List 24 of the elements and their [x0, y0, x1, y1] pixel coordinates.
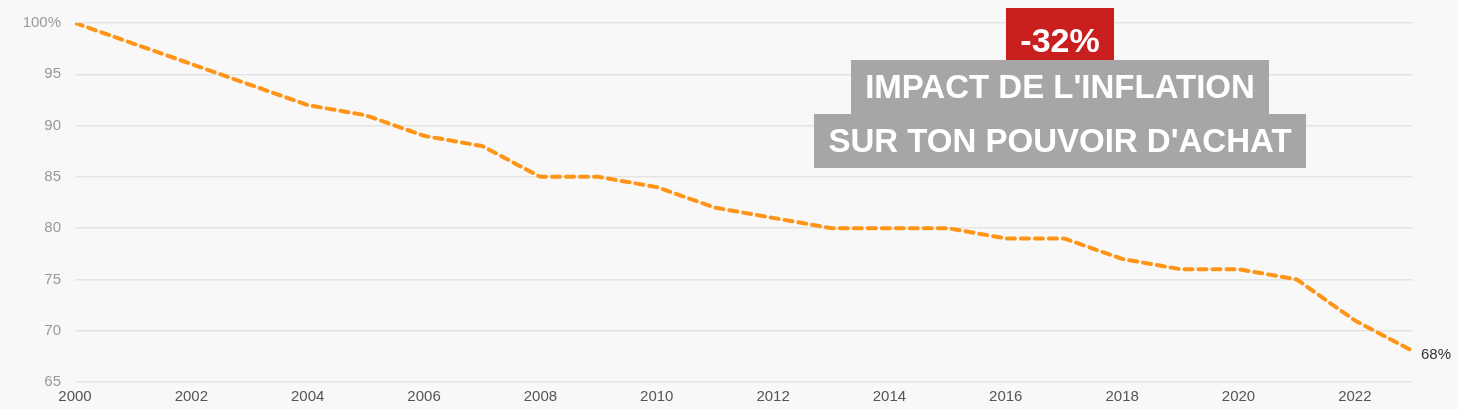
y-tick-label: 90	[44, 115, 61, 133]
y-tick-label: 95	[44, 64, 61, 82]
x-tick-label: 2004	[291, 387, 325, 405]
x-tick-label: 2010	[640, 387, 674, 405]
x-tick-label: 2022	[1338, 387, 1372, 405]
x-tick-label: 2018	[1105, 387, 1139, 405]
annotation: IMPACT DE L'INFLATION SUR TON POUVOIR D'ACHAT	[827, 67, 1293, 161]
x-tick-label: 2002	[174, 387, 209, 405]
y-tick-label: 100%	[22, 13, 61, 31]
x-tick-label: 2012	[756, 387, 790, 405]
y-tick-label: 65	[44, 372, 61, 390]
annotation: -32%	[1006, 8, 1114, 60]
x-tick-label: 2014	[872, 387, 907, 405]
line-series	[75, 23, 1413, 354]
y-tick-label: 75	[44, 269, 61, 287]
data-label: 68%	[1421, 345, 1452, 363]
x-tick-label: 2016	[989, 387, 1023, 405]
y-tick-label: 85	[44, 167, 61, 184]
y-tick-label: 80	[44, 218, 61, 236]
x-tick-label: 2008	[523, 387, 558, 405]
x-tick-label: 2020	[1221, 387, 1256, 405]
x-tick-label: 2000	[58, 387, 92, 405]
x-tick-label: 2006	[407, 387, 441, 405]
y-tick-label: 70	[44, 320, 61, 338]
